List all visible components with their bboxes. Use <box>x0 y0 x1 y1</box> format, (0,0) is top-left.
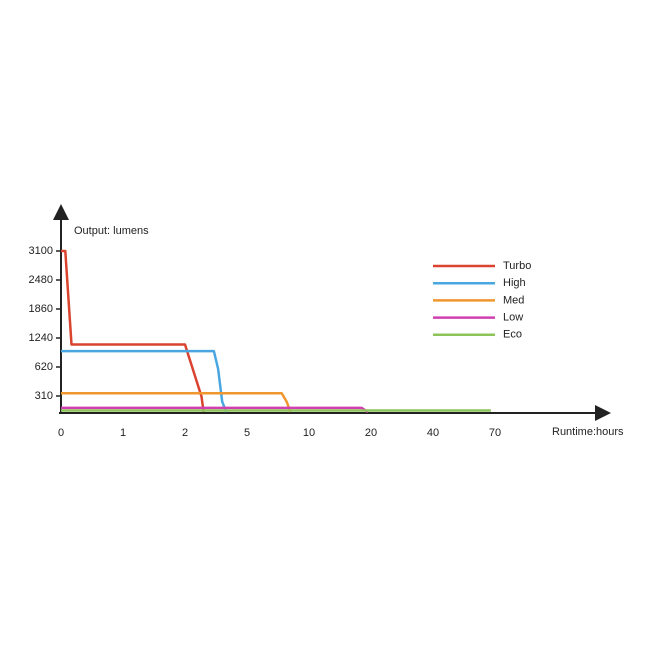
legend-label: Eco <box>503 329 522 341</box>
y-tick-label: 620 <box>35 361 53 373</box>
y-tick-label: 3100 <box>29 245 53 257</box>
x-tick-label: 20 <box>365 427 377 439</box>
legend-label: High <box>503 277 526 289</box>
x-tick-label: 0 <box>58 427 64 439</box>
y-tick-label: 1240 <box>29 332 53 344</box>
x-tick-label: 10 <box>303 427 315 439</box>
x-tick-label: 2 <box>182 427 188 439</box>
legend-label: Low <box>503 312 523 324</box>
y-tick-label: 1860 <box>29 303 53 315</box>
y-axis-label: Output: lumens <box>74 225 149 237</box>
legend-label: Turbo <box>503 260 531 272</box>
x-tick-label: 1 <box>120 427 126 439</box>
y-tick-label: 310 <box>35 390 53 402</box>
x-tick-label: 40 <box>427 427 439 439</box>
series-line <box>61 349 228 413</box>
x-tick-label: 70 <box>489 427 501 439</box>
x-tick-label: 5 <box>244 427 250 439</box>
x-axis-label: Runtime:hours <box>552 426 624 438</box>
series-line <box>61 249 205 413</box>
series-line <box>61 391 292 413</box>
legend-label: Med <box>503 294 524 306</box>
y-tick-label: 2480 <box>29 274 53 286</box>
